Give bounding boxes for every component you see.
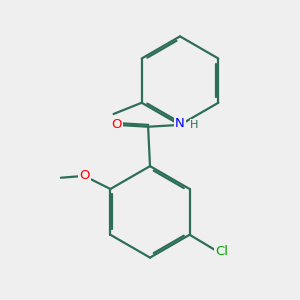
Text: N: N [175, 116, 185, 130]
Text: H: H [190, 120, 198, 130]
Text: O: O [111, 118, 122, 131]
Text: Cl: Cl [215, 245, 228, 258]
Text: O: O [79, 169, 89, 182]
